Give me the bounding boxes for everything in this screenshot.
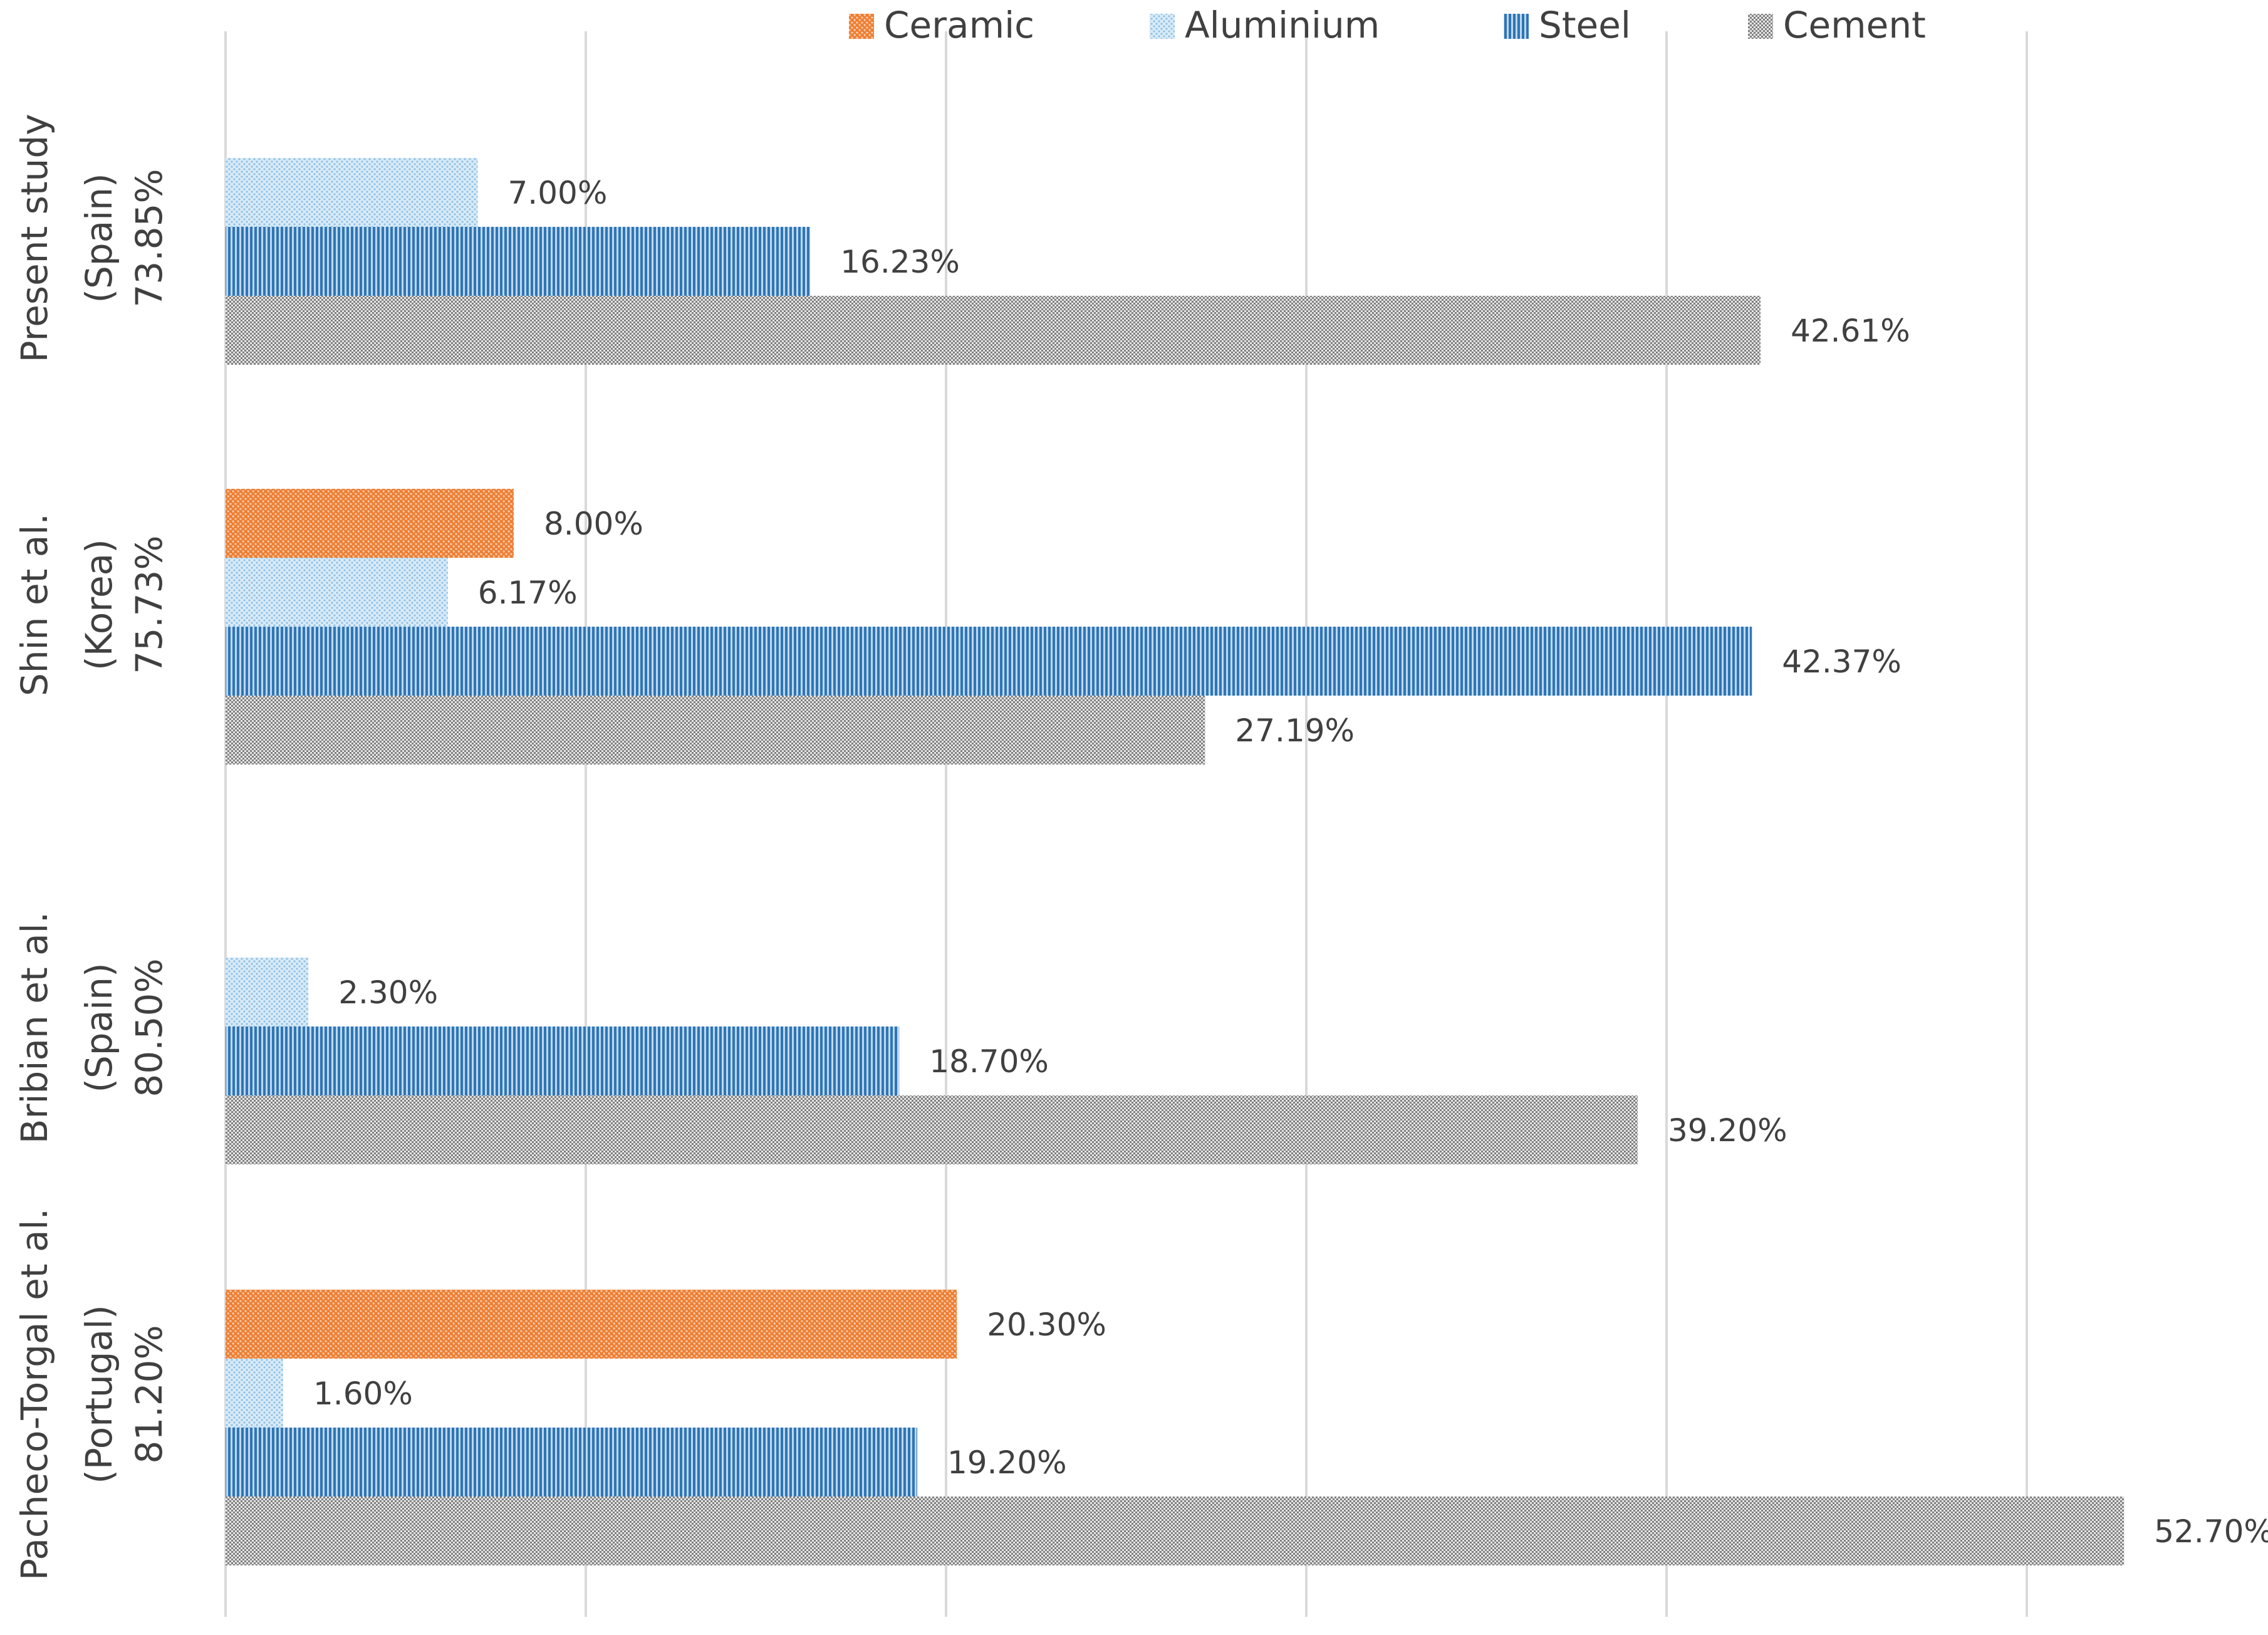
bar-steel-0 bbox=[226, 227, 811, 296]
data-label-aluminium-2: 2.30% bbox=[338, 974, 438, 1011]
data-label-steel-2: 18.70% bbox=[929, 1043, 1049, 1080]
data-label-steel-1: 42.37% bbox=[1782, 644, 1901, 680]
legend-swatch-aluminium bbox=[1150, 14, 1175, 39]
data-label-cement-0: 42.61% bbox=[1791, 313, 1910, 349]
category-label-0-line-1: (Spain) bbox=[78, 173, 120, 303]
legend-swatch-steel bbox=[1504, 14, 1529, 39]
legend-label-steel: Steel bbox=[1539, 4, 1631, 46]
category-label-2-line-2: 80.50% bbox=[128, 958, 170, 1097]
bar-aluminium-3 bbox=[226, 1359, 283, 1428]
data-labels: 8.00% 20.30% 7.00% 6.17% 2.30% 1.60% 16.23% 42.… bbox=[313, 175, 2268, 1550]
data-label-ceramic-3: 20.30% bbox=[987, 1307, 1106, 1343]
bar-cement-1 bbox=[226, 696, 1205, 765]
data-label-steel-3: 19.20% bbox=[947, 1444, 1067, 1481]
legend-label-aluminium: Aluminium bbox=[1185, 4, 1380, 46]
bars bbox=[226, 158, 2125, 1565]
bar-aluminium-2 bbox=[226, 958, 309, 1026]
bar-steel-1 bbox=[226, 627, 1752, 696]
bar-steel-2 bbox=[226, 1026, 900, 1095]
bar-aluminium-1 bbox=[226, 558, 448, 627]
category-label-3-line-0: Pacheco-Torgal et al. bbox=[13, 1208, 56, 1580]
legend: Ceramic Aluminium Steel Cement bbox=[849, 4, 1926, 46]
data-label-cement-3: 52.70% bbox=[2154, 1513, 2268, 1550]
data-label-cement-2: 39.20% bbox=[1668, 1112, 1787, 1149]
category-labels: Present study (Spain) 73.85%Shin et al. (Ko… bbox=[13, 114, 170, 1580]
bar-cement-2 bbox=[226, 1095, 1638, 1164]
bar-aluminium-0 bbox=[226, 158, 478, 227]
bar-cement-3 bbox=[226, 1497, 2125, 1565]
category-label-0-line-2: 73.85% bbox=[128, 169, 170, 307]
data-label-ceramic-1: 8.00% bbox=[544, 506, 643, 542]
bar-ceramic-3 bbox=[226, 1290, 957, 1359]
category-label-2-line-0: Bribian et al. bbox=[13, 912, 56, 1144]
data-label-cement-1: 27.19% bbox=[1235, 713, 1355, 749]
legend-swatch-ceramic bbox=[849, 14, 874, 39]
data-label-aluminium-1: 6.17% bbox=[478, 575, 578, 611]
category-label-1-line-2: 75.73% bbox=[128, 535, 170, 674]
category-label-1-line-1: (Korea) bbox=[78, 539, 120, 671]
bar-steel-3 bbox=[226, 1428, 917, 1497]
category-label-0-line-0: Present study bbox=[13, 114, 56, 363]
category-label-1-line-0: Shin et al. bbox=[13, 513, 56, 696]
data-label-aluminium-3: 1.60% bbox=[313, 1376, 413, 1412]
bar-ceramic-1 bbox=[226, 489, 514, 558]
data-label-steel-0: 16.23% bbox=[840, 244, 960, 280]
legend-label-ceramic: Ceramic bbox=[884, 4, 1034, 46]
legend-label-cement: Cement bbox=[1783, 4, 1926, 46]
category-label-2-line-1: (Spain) bbox=[78, 963, 120, 1092]
legend-swatch-cement bbox=[1748, 14, 1773, 39]
bar-cement-0 bbox=[226, 296, 1761, 365]
category-label-3-line-1: (Portugal) bbox=[78, 1305, 120, 1483]
data-label-aluminium-0: 7.00% bbox=[508, 175, 608, 211]
category-label-3-line-2: 81.20% bbox=[128, 1325, 170, 1463]
